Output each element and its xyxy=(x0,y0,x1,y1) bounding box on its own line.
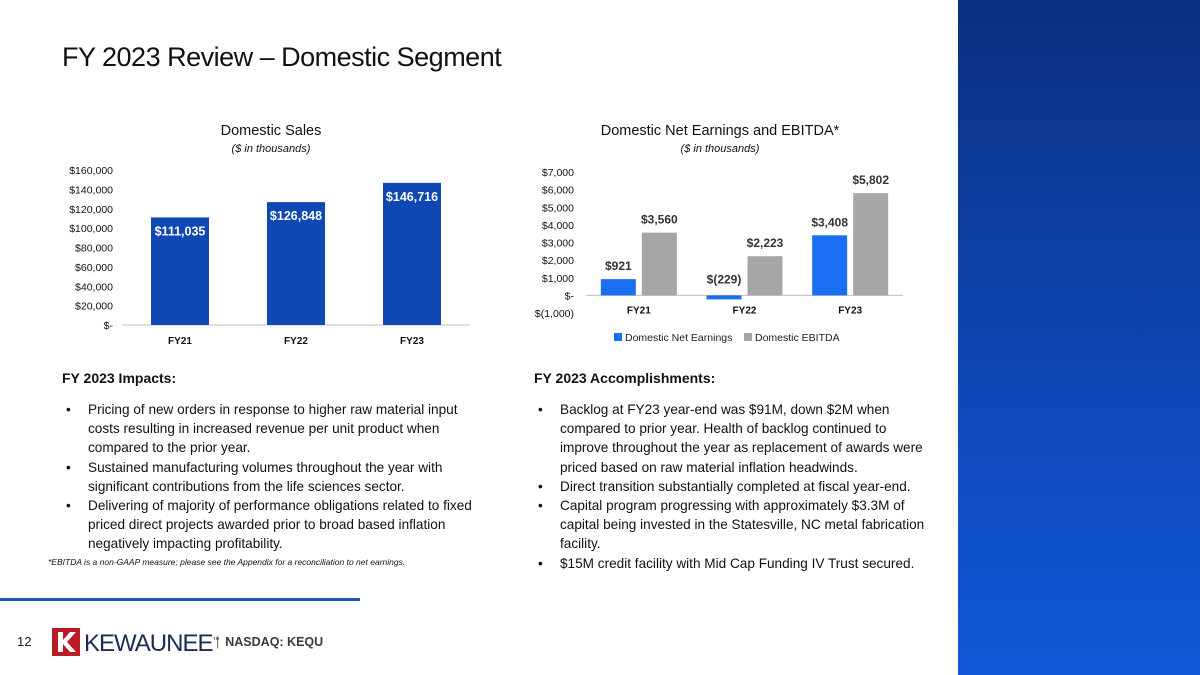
data-label: $146,716 xyxy=(386,190,438,204)
x-tick-label: FY22 xyxy=(284,336,308,347)
accomplishments-bullet: Backlog at FY23 year-end was $91M, down … xyxy=(534,400,934,477)
data-label: $3,408 xyxy=(811,215,848,229)
ebitda-bar-fy23 xyxy=(853,193,889,296)
data-label: $5,802 xyxy=(852,173,889,187)
x-tick-label: FY21 xyxy=(627,305,651,316)
x-tick-label: FY23 xyxy=(838,305,862,316)
data-label: $3,560 xyxy=(641,213,678,227)
y-tick-label: $160,000 xyxy=(69,165,113,177)
ebitda-bar-fy22 xyxy=(747,256,783,296)
y-tick-label: $80,000 xyxy=(75,243,113,255)
kewaunee-logo-icon xyxy=(52,628,80,656)
chart-subtitle: ($ in thousands) xyxy=(232,143,311,155)
chart-title: Domestic Net Earnings and EBITDA* xyxy=(601,123,840,139)
domestic-sales-chart: Domestic Sales ($ in thousands) $- $20,000 $… xyxy=(69,123,470,347)
impacts-bullet: Pricing of new orders in response to hig… xyxy=(62,400,482,458)
right-decorative-band xyxy=(958,0,1200,675)
footer-divider xyxy=(0,598,360,601)
data-label: $921 xyxy=(605,259,632,273)
y-tick-label: $1,000 xyxy=(542,273,574,285)
y-tick-label: $3,000 xyxy=(542,238,574,250)
data-label: $111,035 xyxy=(155,224,206,238)
x-tick-label: FY23 xyxy=(400,336,424,347)
y-tick-label: $2,000 xyxy=(542,255,574,267)
y-tick-label: $- xyxy=(104,320,114,332)
net-earnings-ebitda-chart: Domestic Net Earnings and EBITDA* ($ in t… xyxy=(535,123,903,344)
y-tick-label: $(1,000) xyxy=(535,308,574,320)
data-label: $2,223 xyxy=(747,236,784,250)
legend-label: Domestic Net Earnings xyxy=(625,332,732,344)
y-tick-label: $- xyxy=(565,290,575,302)
net-earnings-bar-fy22 xyxy=(706,295,742,300)
chart-subtitle: ($ in thousands) xyxy=(681,143,760,155)
x-tick-label: FY22 xyxy=(733,305,757,316)
ebitda-footnote: *EBITDA is a non-GAAP measure; please se… xyxy=(48,557,406,567)
y-tick-label: $6,000 xyxy=(542,185,574,197)
y-tick-label: $7,000 xyxy=(542,167,574,179)
data-label: $126,848 xyxy=(270,209,322,223)
accomplishments-bullet: Capital program progressing with approxi… xyxy=(534,496,934,554)
chart-title: Domestic Sales xyxy=(221,123,322,139)
logo-wordmark: KEWAUNEE™ xyxy=(84,630,219,657)
y-tick-label: $5,000 xyxy=(542,202,574,214)
accomplishments-heading: FY 2023 Accomplishments: xyxy=(534,370,716,386)
y-tick-label: $60,000 xyxy=(75,262,113,274)
kewaunee-logo: KEWAUNEE™ xyxy=(52,628,219,657)
y-tick-label: $140,000 xyxy=(69,184,113,196)
accomplishments-list: Backlog at FY23 year-end was $91M, down … xyxy=(534,400,934,573)
x-tick-label: FY21 xyxy=(168,336,192,347)
bar-fy21 xyxy=(151,217,209,325)
ebitda-bar-fy21 xyxy=(641,232,677,296)
accomplishments-section: FY 2023 Accomplishments: Backlog at FY23… xyxy=(534,370,934,573)
impacts-bullet: Delivering of majority of performance ob… xyxy=(62,496,482,554)
accomplishments-bullet: Direct transition substantially complete… xyxy=(534,477,934,496)
impacts-heading: FY 2023 Impacts: xyxy=(62,370,177,386)
bar-fy22 xyxy=(267,202,325,325)
y-tick-label: $40,000 xyxy=(75,281,113,293)
legend-label: Domestic EBITDA xyxy=(755,332,840,344)
legend-swatch xyxy=(744,333,752,341)
y-tick-label: $100,000 xyxy=(69,223,113,235)
page-number: 12 xyxy=(17,634,32,649)
slide-title: FY 2023 Review – Domestic Segment xyxy=(62,42,502,72)
net-earnings-bar-fy23 xyxy=(812,235,848,296)
bar-fy23 xyxy=(383,182,441,325)
y-tick-label: $20,000 xyxy=(75,301,113,313)
y-tick-label: $4,000 xyxy=(542,220,574,232)
data-label: $(229) xyxy=(707,272,742,286)
impacts-bullet: Sustained manufacturing volumes througho… xyxy=(62,458,482,496)
nasdaq-ticker: | NASDAQ: KEQU xyxy=(216,635,323,649)
impacts-list: Pricing of new orders in response to hig… xyxy=(62,400,482,554)
net-earnings-bar-fy21 xyxy=(600,279,636,296)
legend-swatch xyxy=(614,333,622,341)
impacts-section: FY 2023 Impacts: Pricing of new orders i… xyxy=(62,370,482,554)
accomplishments-bullet: $15M credit facility with Mid Cap Fundin… xyxy=(534,554,934,573)
ticker-text: NASDAQ: KEQU xyxy=(225,635,324,649)
ticker-separator: | xyxy=(216,635,220,649)
y-tick-label: $120,000 xyxy=(69,204,113,216)
